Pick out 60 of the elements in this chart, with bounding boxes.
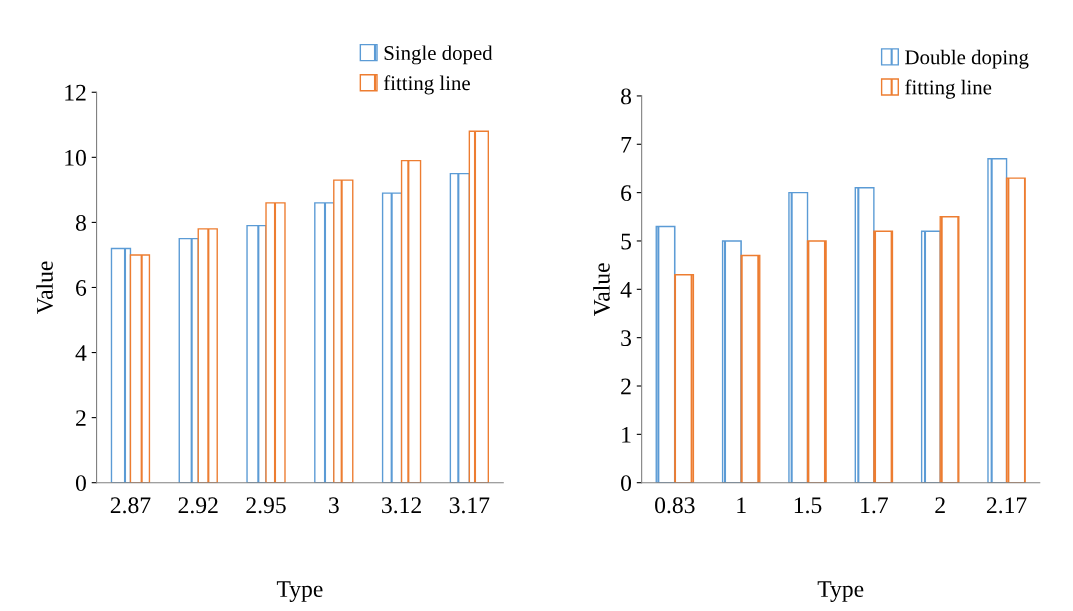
bar <box>178 237 199 483</box>
y-tick-label: 1 <box>622 426 631 443</box>
x-tick-label: 2.87 <box>110 497 151 514</box>
y-tick-label: 5 <box>621 233 632 250</box>
legend-label: Single doped <box>384 45 493 65</box>
x-axis-title: Type <box>817 581 864 602</box>
y-tick-label: 4 <box>620 281 632 298</box>
x-tick-label: 2.92 <box>178 497 218 514</box>
legend-label: fitting line <box>383 75 470 95</box>
y-tick-label: 0 <box>621 475 632 492</box>
bar <box>265 202 286 483</box>
x-axis-title: Type <box>276 581 323 602</box>
y-axis-title: Value <box>593 263 610 316</box>
bar <box>806 240 827 483</box>
y-tick-label: 4 <box>75 345 87 361</box>
y-axis-title: Value <box>36 261 54 315</box>
y-tick-label: 0 <box>75 475 86 492</box>
bar <box>468 130 490 483</box>
x-tick-label: 2.17 <box>986 497 1027 514</box>
legend-label: fitting line <box>905 79 992 99</box>
y-tick-label: 2 <box>621 378 631 395</box>
bar <box>381 192 403 483</box>
bar <box>129 254 151 483</box>
y-tick-label: 6 <box>76 280 87 296</box>
legend-label: Double doping <box>905 49 1029 69</box>
y-tick-label: 8 <box>75 214 86 231</box>
y-tick-label: 3 <box>621 330 632 347</box>
x-tick-label: 1.7 <box>861 497 888 514</box>
bar <box>788 191 809 483</box>
bar <box>1005 177 1026 483</box>
y-tick-label: 8 <box>621 88 632 105</box>
bar <box>246 224 267 483</box>
y-tick-label: 7 <box>621 137 632 153</box>
bar <box>740 254 761 483</box>
x-tick-label: 1 <box>737 497 746 513</box>
bar <box>674 274 695 483</box>
bar <box>721 240 742 483</box>
x-tick-label: 2 <box>935 497 945 513</box>
x-tick-label: 3.17 <box>449 497 490 514</box>
bar <box>854 187 875 483</box>
y-tick-label: 2 <box>76 410 86 426</box>
x-tick-label: 3 <box>329 497 339 514</box>
y-tick-label: 10 <box>65 149 86 166</box>
x-tick-label: 2.95 <box>246 497 286 514</box>
bar <box>333 179 354 483</box>
bar <box>400 159 422 483</box>
bar <box>449 172 471 483</box>
y-tick-label: 6 <box>621 185 632 202</box>
x-tick-label: 3.12 <box>382 497 421 514</box>
bar <box>873 230 894 483</box>
x-tick-label: 0.83 <box>655 497 695 514</box>
bar <box>920 230 941 483</box>
bar <box>655 225 676 483</box>
y-tick-label: 12 <box>65 84 86 101</box>
bar <box>939 216 960 483</box>
bar <box>987 158 1008 483</box>
bar <box>197 228 218 483</box>
bar <box>110 247 132 483</box>
x-tick-label: 1.5 <box>794 497 822 514</box>
bar <box>314 202 335 483</box>
